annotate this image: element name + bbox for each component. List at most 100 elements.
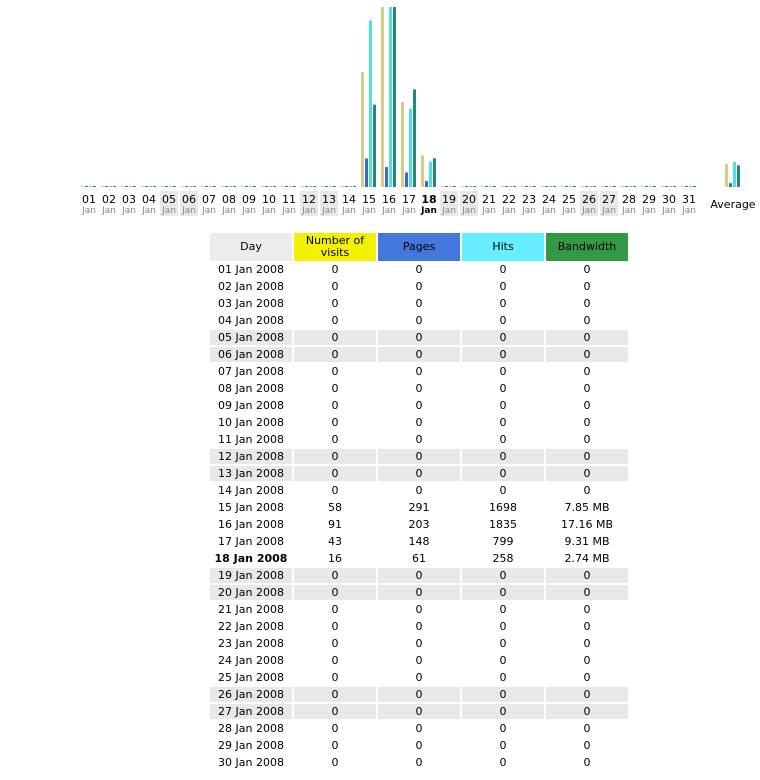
x-tick-label: 18 [421, 193, 436, 206]
x-tick-sublabel: Jan [141, 206, 156, 216]
bar [353, 186, 356, 187]
value-cell: 0 [583, 263, 591, 276]
x-tick-sublabel: Jan [101, 206, 116, 216]
value-cell: 0 [378, 704, 460, 719]
bar [641, 186, 644, 187]
value-cell: 0 [546, 585, 628, 600]
value-cell: 9.31 MB [564, 535, 610, 548]
value-cell: 0 [331, 756, 339, 769]
value-cell: 0 [415, 603, 423, 616]
bar [381, 7, 384, 187]
day-cell: 29 Jan 2008 [218, 739, 284, 752]
x-tick-label: 05 [162, 193, 176, 206]
weekend-bg [300, 191, 318, 216]
x-tick-label: 04 [142, 193, 156, 206]
day-cell: 03 Jan 2008 [218, 297, 284, 310]
day-cell: 20 Jan 2008 [210, 585, 292, 600]
value-cell: 0 [583, 314, 591, 327]
day-cell: 21 Jan 2008 [218, 603, 284, 616]
value-cell: 0 [331, 399, 339, 412]
day-cell: 27 Jan 2008 [210, 704, 292, 719]
bar [193, 186, 196, 187]
value-cell: 0 [583, 280, 591, 293]
bar [81, 186, 84, 187]
value-cell: 0 [415, 297, 423, 310]
bar [269, 186, 272, 187]
day-cell: 28 Jan 2008 [218, 722, 284, 735]
bar [441, 186, 444, 187]
day-cell: 30 Jan 2008 [218, 756, 284, 769]
x-tick-sublabel: Jan [81, 206, 96, 216]
x-tick-sublabel: Jan [181, 206, 196, 216]
value-cell: 0 [499, 637, 507, 650]
day-cell: 09 Jan 2008 [218, 399, 284, 412]
value-cell: 0 [583, 671, 591, 684]
bar [573, 186, 576, 187]
bar [425, 181, 428, 187]
value-cell: 0 [583, 756, 591, 769]
day-cell: 02 Jan 2008 [218, 280, 284, 293]
value-cell: 291 [408, 501, 430, 514]
value-cell: 0 [546, 466, 628, 481]
bar [85, 186, 88, 187]
bar [321, 186, 324, 187]
value-cell: 0 [499, 399, 507, 412]
bar [605, 186, 608, 187]
x-tick-sublabel: Jan [281, 206, 296, 216]
bar [689, 186, 692, 187]
bar [229, 186, 232, 187]
weekend-bg [600, 191, 618, 216]
value-cell: 0 [378, 347, 460, 362]
value-cell: 0 [499, 739, 507, 752]
value-cell: 0 [415, 416, 423, 429]
value-cell: 0 [331, 603, 339, 616]
bar [201, 186, 204, 187]
bar [273, 186, 276, 187]
value-cell: 0 [331, 722, 339, 735]
bar [513, 186, 516, 187]
value-cell: 61 [412, 552, 426, 565]
bar [301, 186, 304, 187]
x-tick-label: 01 [82, 193, 96, 206]
value-cell: 0 [462, 585, 544, 600]
day-cell: 10 Jan 2008 [218, 416, 284, 429]
bar [601, 186, 604, 187]
bar [373, 104, 376, 187]
value-cell: 0 [331, 671, 339, 684]
header-day: Day [210, 233, 292, 261]
x-tick-label: 31 [682, 193, 696, 206]
value-cell: 0 [331, 365, 339, 378]
value-cell: 0 [499, 722, 507, 735]
bar [429, 161, 432, 187]
x-tick-label: 26 [582, 193, 596, 206]
x-tick-sublabel: Jan [361, 206, 376, 216]
value-cell: 0 [415, 756, 423, 769]
value-cell: 0 [415, 620, 423, 633]
bar [493, 186, 496, 187]
x-tick-sublabel: Jan [441, 206, 456, 216]
value-cell: 0 [499, 297, 507, 310]
bar [361, 72, 364, 187]
value-cell: 0 [583, 365, 591, 378]
value-cell: 0 [415, 314, 423, 327]
bar [225, 186, 228, 187]
x-tick-label: 14 [342, 193, 356, 206]
bar [673, 186, 676, 187]
bar [489, 186, 492, 187]
daily-chart: 01Jan02Jan03Jan04Jan05Jan06Jan07Jan08Jan… [81, 7, 756, 216]
header-1: Pages [378, 233, 460, 261]
x-tick-label: 25 [562, 193, 576, 206]
bar [629, 186, 632, 187]
value-cell: 0 [331, 739, 339, 752]
x-tick-sublabel: Jan [241, 206, 256, 216]
value-cell: 43 [328, 535, 342, 548]
bar [389, 7, 392, 187]
value-cell: 0 [294, 687, 376, 702]
bar [469, 186, 472, 187]
value-cell: 0 [415, 722, 423, 735]
bar [473, 186, 476, 187]
value-cell: 0 [415, 654, 423, 667]
x-tick-sublabel: Jan [461, 206, 476, 216]
value-cell: 0 [583, 297, 591, 310]
